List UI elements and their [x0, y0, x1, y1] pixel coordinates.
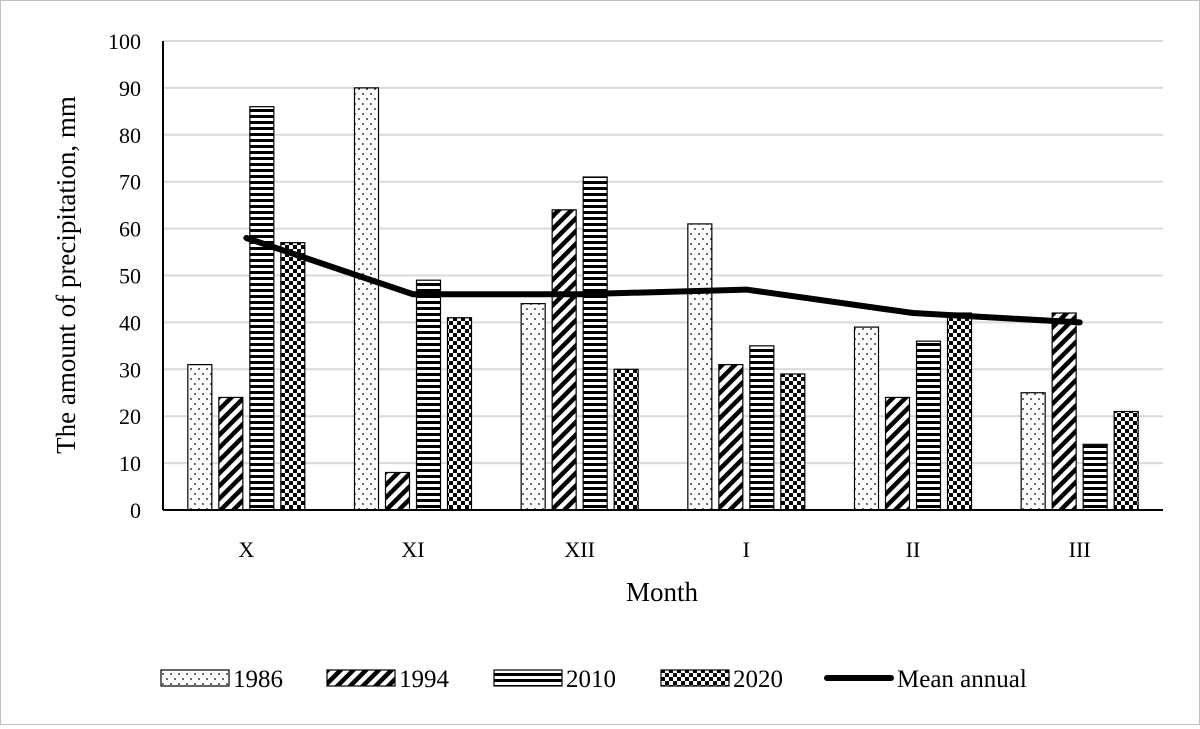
bar-2010-II [915, 340, 942, 511]
bar-2020-III [1113, 410, 1139, 511]
y-tick-label: 60 [119, 217, 141, 242]
bar-2010-X [249, 106, 275, 511]
bar-1994-II [884, 396, 911, 511]
y-tick-label: 40 [119, 310, 141, 335]
bar-1994-I [718, 364, 744, 511]
legend-label: 2010 [566, 666, 616, 693]
gridlines [163, 40, 1163, 465]
bar-1986-XI [353, 87, 380, 511]
bar-2020-II [946, 312, 973, 511]
legend-swatch-1986 [160, 669, 230, 687]
x-axis-title: Month [626, 577, 699, 607]
y-tick-label: 30 [119, 357, 141, 382]
bar-1994-XI [384, 471, 411, 511]
y-axis-ticks: 0 10 20 30 40 50 60 70 80 90 100 [108, 29, 141, 523]
legend-label: 2020 [733, 666, 783, 693]
bar-1986-II [853, 326, 880, 511]
bar-1986-III [1020, 392, 1046, 511]
legend: 1986 1994 2010 2020 Mean annual [160, 666, 1027, 693]
bar-1994-XII [551, 209, 577, 511]
x-tick-label: XI [401, 537, 424, 562]
bar-2020-XI [446, 317, 473, 511]
y-tick-label: 0 [130, 498, 141, 523]
bar-1994-X [218, 396, 244, 511]
bar-2010-XI [415, 279, 442, 511]
y-tick-label: 80 [119, 123, 141, 148]
legend-label: 1986 [233, 666, 283, 693]
bar-1986-I [687, 223, 713, 511]
legend-swatch-2020 [660, 669, 730, 687]
bar-2020-X [280, 242, 306, 511]
mean-annual-line [243, 234, 1083, 326]
y-tick-label: 70 [119, 170, 141, 195]
x-tick-label: XII [564, 537, 595, 562]
x-tick-label: I [743, 537, 750, 562]
bar-1994-III [1051, 312, 1077, 511]
x-tick-label: II [906, 537, 921, 562]
bar-groups [187, 87, 1139, 511]
bar-2010-III [1082, 443, 1108, 511]
y-tick-label: 90 [119, 76, 141, 101]
y-tick-label: 100 [108, 29, 141, 54]
y-tick-label: 10 [119, 451, 141, 476]
x-tick-label: X [238, 537, 254, 562]
bar-2010-I [749, 345, 775, 511]
bar-2010-XII [582, 176, 608, 511]
y-tick-label: 20 [119, 404, 141, 429]
y-tick-label: 50 [119, 264, 141, 289]
mean-annual-line-group [243, 234, 1083, 326]
axes [162, 41, 1163, 511]
legend-swatch-2010 [493, 669, 563, 687]
x-axis-ticks: X XI XII I II III [238, 537, 1090, 562]
bar-2020-XII [613, 368, 639, 511]
bar-1986-XII [520, 303, 546, 511]
bar-2020-I [780, 373, 806, 511]
legend-label: 1994 [399, 666, 450, 693]
bar-1986-X [187, 364, 213, 511]
y-axis-title: The amount of precipitation, mm [51, 96, 81, 454]
legend-label: Mean annual [897, 666, 1027, 693]
legend-swatch-1994 [326, 669, 396, 687]
x-tick-label: III [1069, 537, 1091, 562]
